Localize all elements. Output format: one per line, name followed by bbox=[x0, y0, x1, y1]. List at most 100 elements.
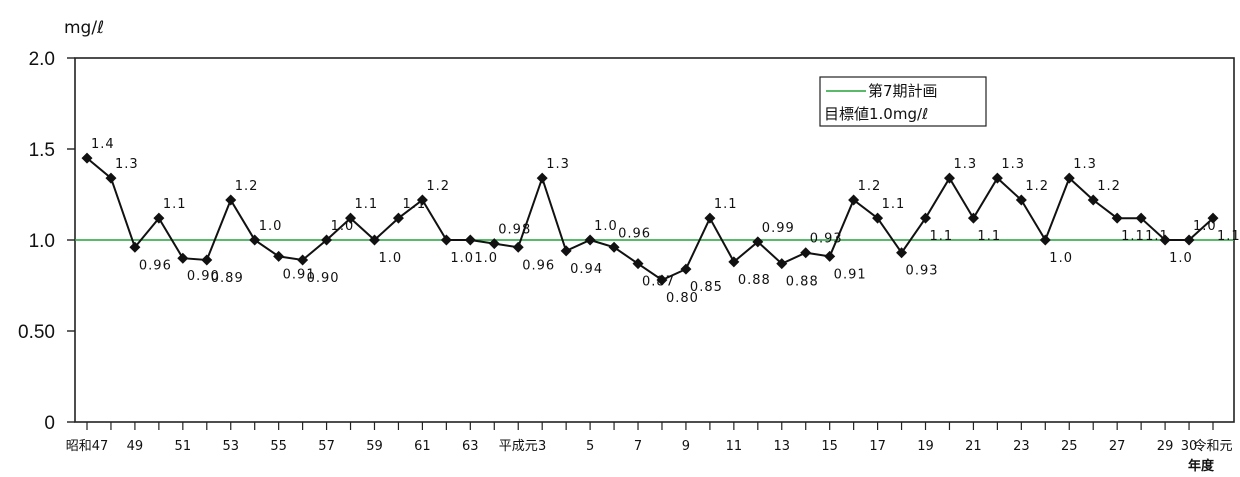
data-point-marker bbox=[512, 241, 524, 253]
data-point-marker bbox=[416, 194, 428, 206]
data-label: 1.0 bbox=[331, 219, 355, 234]
data-label: 1.0 bbox=[1169, 251, 1193, 266]
x-tick-label: 21 bbox=[965, 439, 982, 454]
x-tick-label: 25 bbox=[1061, 439, 1078, 454]
data-label: 1.2 bbox=[1097, 179, 1121, 194]
data-point-marker bbox=[392, 212, 404, 224]
data-label: 0.93 bbox=[810, 232, 843, 247]
data-point-marker bbox=[1159, 234, 1171, 246]
data-label: 1.1 bbox=[355, 197, 379, 212]
data-label: 1.0 bbox=[378, 251, 402, 266]
x-tick-label: 7 bbox=[634, 439, 642, 454]
data-label: 1.1 bbox=[402, 197, 426, 212]
x-tick-label: 57 bbox=[318, 439, 335, 454]
data-point-marker bbox=[848, 194, 860, 206]
x-tick-label: 昭和47 bbox=[66, 439, 109, 454]
x-tick-label: 51 bbox=[175, 439, 192, 454]
x-tick-label: 63 bbox=[462, 439, 479, 454]
data-point-marker bbox=[225, 194, 237, 206]
data-label: 0.96 bbox=[618, 226, 651, 241]
data-point-marker bbox=[273, 250, 285, 262]
data-label: 1.3 bbox=[546, 157, 570, 172]
data-labels: 1.41.30.961.10.900.891.21.00.910.901.01.… bbox=[91, 137, 1240, 306]
data-label: 1.2 bbox=[858, 179, 882, 194]
data-point-marker bbox=[752, 236, 764, 248]
x-tick-label: 59 bbox=[366, 439, 383, 454]
x-tick-label: 17 bbox=[869, 439, 886, 454]
data-label: 1.2 bbox=[235, 179, 259, 194]
data-point-marker bbox=[249, 234, 261, 246]
y-tick-label: 1.0 bbox=[29, 231, 55, 252]
x-tick-label: 27 bbox=[1109, 439, 1126, 454]
x-tick-label: 19 bbox=[917, 439, 934, 454]
x-tick-label: 9 bbox=[682, 439, 690, 454]
data-point-marker bbox=[776, 258, 788, 270]
data-label: 0.88 bbox=[738, 273, 771, 288]
data-label: 0.94 bbox=[570, 262, 603, 277]
data-label: 0.89 bbox=[211, 271, 244, 286]
data-label: 1.1 bbox=[1145, 229, 1169, 244]
x-tick-label: 平成元 bbox=[499, 439, 538, 454]
data-label: 1.0 bbox=[259, 219, 283, 234]
x-axis-unit: 年度 bbox=[1188, 458, 1215, 474]
x-tick-label: 15 bbox=[821, 439, 838, 454]
data-point-marker bbox=[1015, 194, 1027, 206]
data-point-marker bbox=[991, 172, 1003, 184]
data-label: 1.3 bbox=[115, 157, 139, 172]
y-axis-unit: mg/ℓ bbox=[64, 18, 104, 38]
data-label: 1.3 bbox=[953, 157, 977, 172]
data-point-marker bbox=[1135, 212, 1147, 224]
y-tick-label: 0.50 bbox=[18, 322, 55, 343]
y-tick-label: 1.5 bbox=[29, 140, 55, 161]
x-tick-label: 5 bbox=[586, 439, 594, 454]
data-label: 1.2 bbox=[426, 179, 450, 194]
data-point-marker bbox=[920, 212, 932, 224]
data-label: 0.80 bbox=[666, 291, 699, 306]
data-point-marker bbox=[704, 212, 716, 224]
data-label: 1.1 bbox=[882, 197, 906, 212]
data-label: 1.2 bbox=[1025, 179, 1049, 194]
data-label: 1.1 bbox=[163, 197, 187, 212]
data-point-marker bbox=[680, 263, 692, 275]
data-label: 1.3 bbox=[1001, 157, 1025, 172]
data-point-marker bbox=[321, 234, 333, 246]
data-point-marker bbox=[800, 247, 812, 259]
x-tick-label: 29 bbox=[1157, 439, 1174, 454]
data-label: 1.0 bbox=[594, 219, 618, 234]
y-tick-label: 0 bbox=[44, 413, 55, 434]
data-point-marker bbox=[656, 274, 668, 286]
data-point-marker bbox=[728, 256, 740, 268]
data-label: 0.91 bbox=[283, 267, 316, 282]
data-point-marker bbox=[608, 241, 620, 253]
x-tick-label: 13 bbox=[773, 439, 790, 454]
data-label: 0.93 bbox=[906, 264, 939, 279]
legend-line-label: 第7期計画 bbox=[868, 82, 938, 100]
x-tick-label: 11 bbox=[726, 439, 743, 454]
data-label: 0.99 bbox=[762, 221, 795, 236]
data-point-marker bbox=[1207, 212, 1219, 224]
data-point-marker bbox=[1111, 212, 1123, 224]
data-label: 1.1 bbox=[1121, 229, 1145, 244]
data-label: 1.1 bbox=[1217, 229, 1240, 244]
data-point-marker bbox=[464, 234, 476, 246]
data-label: 1.1 bbox=[930, 229, 954, 244]
data-label: 0.91 bbox=[834, 267, 867, 282]
legend: 第7期計画 目標値1.0mg/ℓ bbox=[819, 76, 987, 127]
y-tick-label: 2.0 bbox=[29, 49, 55, 70]
x-axis: 昭和47 49 51 53 55 57 59 61 63 平成元 3 5 7 9 11 13 15 17 19 21 2… bbox=[66, 422, 1233, 454]
data-point-marker bbox=[81, 152, 93, 164]
data-point-marker bbox=[896, 247, 908, 259]
x-tick-label: 23 bbox=[1013, 439, 1030, 454]
data-point-marker bbox=[632, 258, 644, 270]
data-point-marker bbox=[1183, 234, 1195, 246]
legend-target-label: 目標値1.0mg/ℓ bbox=[824, 105, 928, 123]
data-point-marker bbox=[297, 254, 309, 266]
x-tick-label: 55 bbox=[270, 439, 287, 454]
data-label: 1.1 bbox=[714, 197, 738, 212]
data-point-marker bbox=[943, 172, 955, 184]
data-point-marker bbox=[824, 250, 836, 262]
data-point-marker bbox=[345, 212, 357, 224]
data-label: 0.90 bbox=[187, 269, 220, 284]
data-label: 1.1 bbox=[977, 229, 1001, 244]
